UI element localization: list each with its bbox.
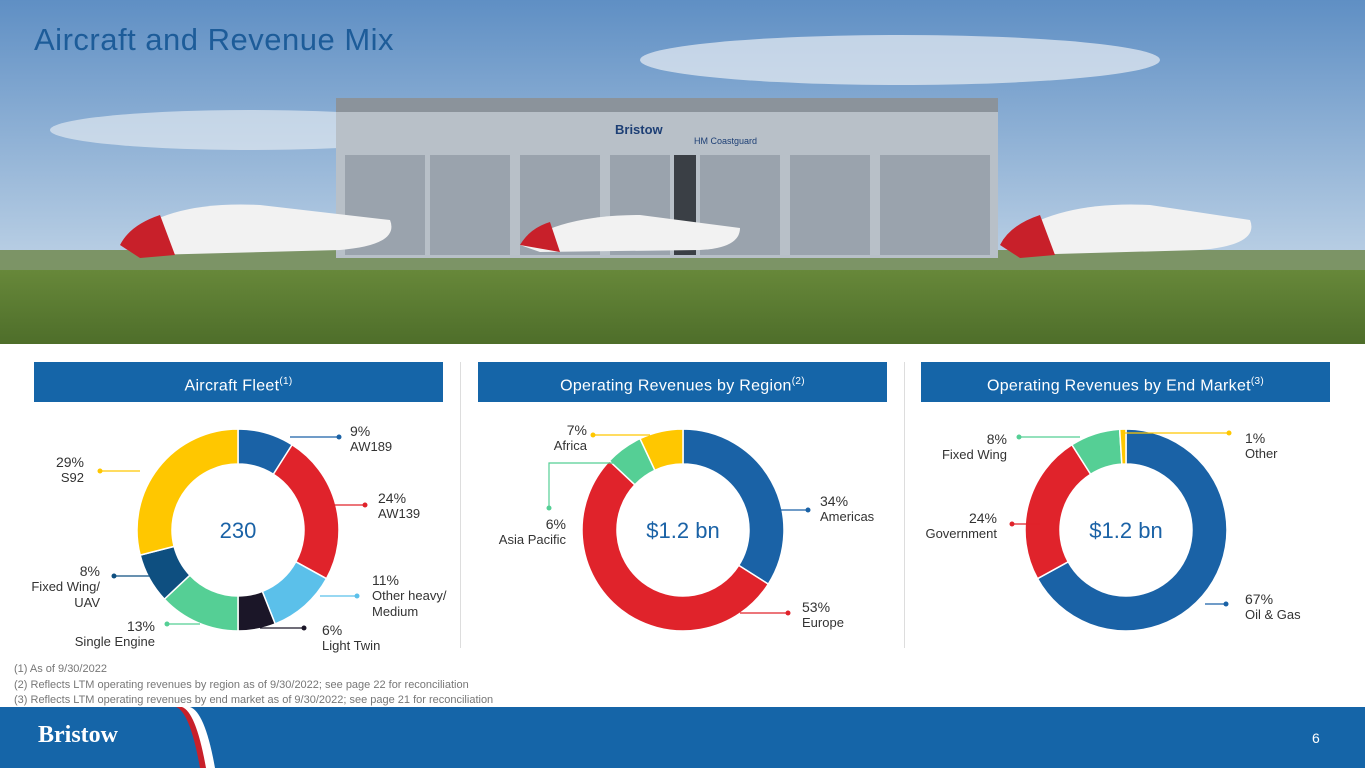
category-label: Americas — [820, 509, 875, 524]
category-label: Fixed Wing/ UAV — [31, 579, 100, 610]
donut-segment — [581, 459, 770, 632]
value-label: 8% — [986, 431, 1007, 447]
value-label: 8% — [79, 563, 100, 579]
panel-title: Operating Revenues by Region — [560, 377, 792, 395]
donut-segment — [1036, 428, 1228, 632]
category-label: AW139 — [378, 506, 421, 521]
value-label: 1% — [1245, 430, 1266, 446]
value-label: 9% — [350, 423, 371, 439]
value-label: 7% — [566, 422, 587, 438]
leader-dot — [590, 432, 596, 438]
category-label: Africa — [553, 438, 587, 453]
category-label: Fixed Wing — [941, 447, 1007, 462]
value-label: 24% — [378, 490, 407, 506]
donut-segment — [1024, 443, 1092, 580]
leader-dot — [97, 468, 103, 474]
svg-text:HM Coastguard: HM Coastguard — [694, 136, 757, 146]
logo: Bristow — [38, 722, 118, 748]
divider — [460, 362, 461, 648]
value-label: 24% — [968, 510, 997, 526]
category-label: Europe — [802, 615, 844, 630]
donut-segment — [272, 443, 340, 580]
value-label: 11% — [372, 572, 399, 588]
center-label: $1.2 bn — [646, 518, 719, 543]
donut-segment — [136, 428, 239, 557]
leader-dot — [362, 502, 368, 508]
panel-note: (3) — [1250, 376, 1265, 387]
leader-dot — [164, 621, 170, 627]
leader-dot — [301, 625, 307, 631]
footnote: (3) Reflects LTM operating revenues by e… — [14, 694, 494, 706]
footer — [0, 707, 1365, 768]
footnote: (2) Reflects LTM operating revenues by r… — [14, 679, 469, 691]
panel-title: Aircraft Fleet — [184, 377, 280, 395]
divider — [904, 362, 905, 648]
leader-dot — [805, 507, 811, 513]
donut-segment — [638, 428, 684, 472]
leader-dot — [1009, 521, 1015, 527]
panel-note: (2) — [791, 376, 805, 387]
center-label: 230 — [220, 518, 257, 543]
leader-line — [548, 462, 615, 508]
leader-dot — [336, 434, 342, 440]
value-label: 6% — [322, 622, 343, 638]
category-label: Single Engine — [74, 634, 155, 649]
donut-segment — [1118, 428, 1127, 465]
value-label: 34% — [820, 493, 849, 509]
value-label: 53% — [802, 599, 831, 615]
donut-segment — [682, 428, 785, 586]
value-label: 67% — [1245, 591, 1274, 607]
category-label: AW189 — [350, 439, 393, 454]
category-label: Light Twin — [322, 638, 381, 653]
panel-title: Operating Revenues by End Market — [986, 377, 1251, 395]
page-number: 6 — [1312, 730, 1320, 746]
category-label: S92 — [60, 470, 84, 485]
leader-dot — [1223, 601, 1229, 607]
leader-dot — [1226, 430, 1232, 436]
value-label: 29% — [55, 454, 84, 470]
panel-header: Operating Revenues by End Market(3) — [921, 362, 1330, 402]
category-label: Asia Pacific — [498, 532, 566, 547]
value-label: 6% — [545, 516, 566, 532]
slide-title: Aircraft and Revenue Mix — [34, 22, 395, 57]
footnote: (1) As of 9/30/2022 — [14, 663, 107, 675]
svg-text:Bristow: Bristow — [615, 122, 664, 137]
category-label: Government — [925, 526, 997, 541]
leader-dot — [111, 573, 117, 579]
value-label: 13% — [126, 618, 155, 634]
photo: Bristow HM Coastguard — [0, 0, 1365, 344]
category-label: Other — [1245, 446, 1278, 461]
leader-dot — [354, 593, 360, 599]
center-label: $1.2 bn — [1089, 518, 1162, 543]
leader-dot — [546, 505, 552, 511]
leader-dot — [785, 610, 791, 616]
panel-header: Aircraft Fleet(1) — [34, 362, 443, 402]
leader-dot — [1016, 434, 1022, 440]
category-label: Other heavy/ Medium — [372, 588, 447, 619]
panel-header: Operating Revenues by Region(2) — [478, 362, 887, 402]
category-label: Oil & Gas — [1245, 607, 1301, 622]
panel-note: (1) — [279, 376, 293, 387]
